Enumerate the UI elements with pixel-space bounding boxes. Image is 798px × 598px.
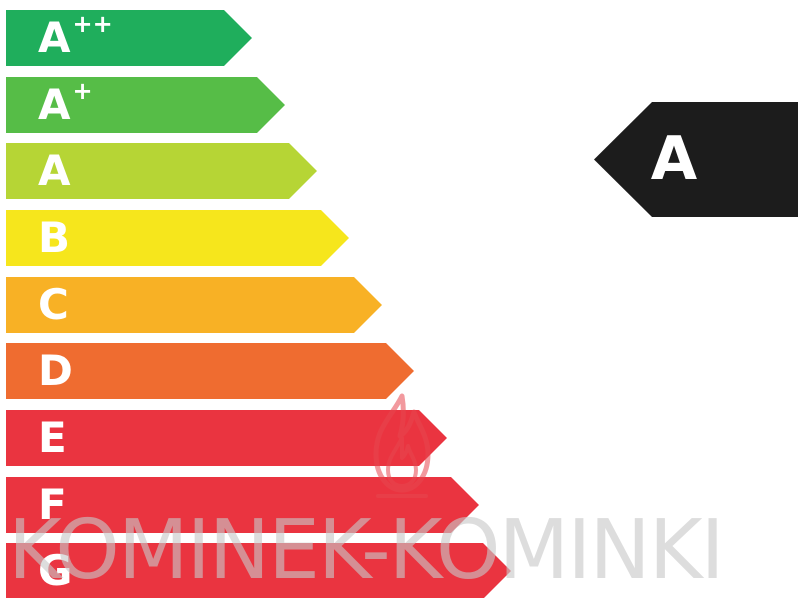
energy-class-label: B xyxy=(38,213,71,262)
energy-class-bar-d: D xyxy=(6,343,414,399)
energy-class-label: F xyxy=(38,480,67,529)
flame-watermark-icon xyxy=(373,393,431,498)
energy-class-label: D xyxy=(38,346,73,395)
energy-class-bar-c: C xyxy=(6,277,382,333)
energy-class-label: C xyxy=(38,280,69,329)
energy-class-label: A++ xyxy=(38,10,113,62)
rating-indicator-arrow: A xyxy=(594,102,798,217)
energy-class-label: A xyxy=(38,146,71,195)
energy-class-bar-g: G xyxy=(6,543,511,598)
energy-class-label: G xyxy=(38,546,73,595)
energy-class-label: E xyxy=(38,413,67,462)
energy-class-bar-a: A xyxy=(6,143,317,199)
energy-class-bar-b: B xyxy=(6,210,349,266)
energy-class-bar-a-plus-plus: A++ xyxy=(6,10,252,66)
energy-class-bar-a-plus: A+ xyxy=(6,77,285,133)
rating-indicator-label: A xyxy=(650,124,698,194)
energy-class-label: A+ xyxy=(38,77,93,129)
energy-class-bar-e: E xyxy=(6,410,447,466)
